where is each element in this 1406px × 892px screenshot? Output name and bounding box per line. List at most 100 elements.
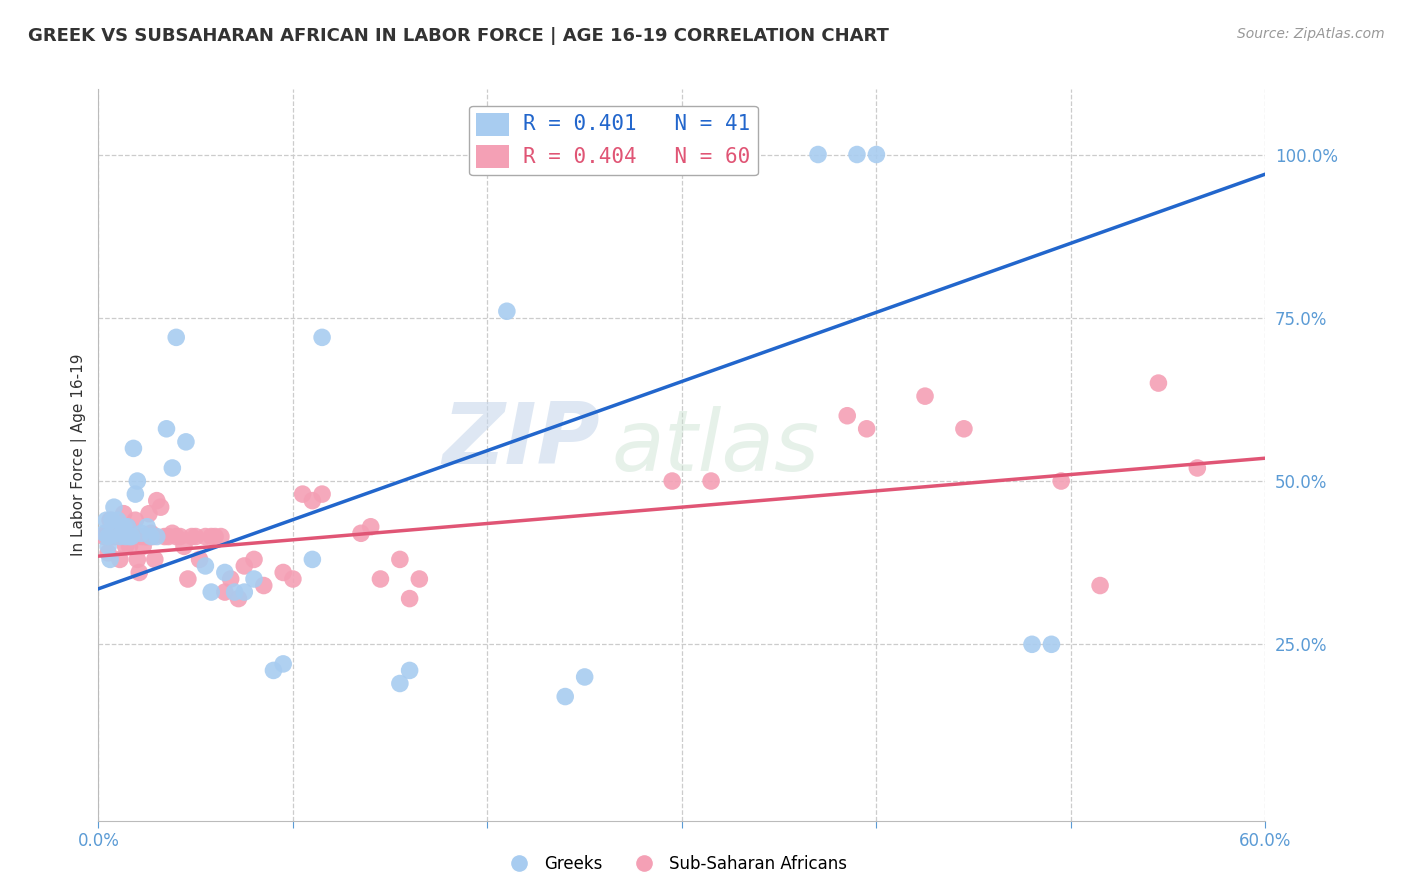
Point [139,530,162,544]
Point [243,572,266,586]
Point [96,513,118,527]
Point [214,585,236,599]
Point [204,530,226,544]
Point [173,539,195,553]
Point [153,530,176,544]
Point [224,585,246,599]
Point [681,147,703,161]
Point [134,530,156,544]
Point [165,530,187,544]
Point [136,530,159,544]
Point [661,474,683,488]
Point [165,330,187,344]
Point [243,552,266,566]
Point [515,147,537,161]
Point [661,147,683,161]
Point [129,526,152,541]
Point [200,530,222,544]
Point [184,530,207,544]
Point [865,147,887,161]
Point [122,530,145,544]
Point [112,520,135,534]
Point [98,552,121,566]
Point [398,591,420,606]
Point [291,487,314,501]
Point [139,526,162,541]
Point [114,539,136,553]
Point [301,493,323,508]
Point [200,585,222,599]
Point [554,147,576,161]
Y-axis label: In Labor Force | Age 16-19: In Labor Force | Age 16-19 [72,353,87,557]
Text: Source: ZipAtlas.com: Source: ZipAtlas.com [1237,27,1385,41]
Point [233,558,256,573]
Point [155,422,177,436]
Point [1021,637,1043,651]
Point [107,520,129,534]
Point [107,513,129,527]
Point [209,530,232,544]
Point [108,530,131,544]
Legend: Greeks, Sub-Saharan Africans: Greeks, Sub-Saharan Africans [496,848,853,880]
Point [98,513,121,527]
Point [219,572,242,586]
Point [162,526,184,541]
Point [118,530,141,544]
Point [837,409,859,423]
Point [117,520,139,534]
Point [162,461,184,475]
Point [118,539,141,553]
Point [142,530,165,544]
Text: GREEK VS SUBSAHARAN AFRICAN IN LABOR FORCE | AGE 16-19 CORRELATION CHART: GREEK VS SUBSAHARAN AFRICAN IN LABOR FOR… [28,27,889,45]
Point [281,572,304,586]
Point [111,526,134,541]
Point [117,520,139,534]
Point [127,552,149,566]
Point [214,566,236,580]
Point [194,558,217,573]
Point [132,539,155,553]
Point [574,670,596,684]
Point [114,530,136,544]
Point [174,434,197,449]
Point [97,546,120,560]
Point [398,664,420,678]
Point [360,520,382,534]
Point [104,526,127,541]
Point [97,539,120,553]
Point [101,513,124,527]
Point [388,676,411,690]
Point [253,578,276,592]
Point [180,530,202,544]
Point [311,330,333,344]
Point [388,552,411,566]
Point [495,304,517,318]
Point [311,487,333,501]
Point [953,422,976,436]
Point [96,526,118,541]
Point [149,500,172,515]
Point [370,572,392,586]
Point [157,530,180,544]
Point [350,526,373,541]
Point [301,552,323,566]
Point [121,530,143,544]
Point [233,585,256,599]
Point [127,474,149,488]
Point [129,530,152,544]
Point [1050,474,1073,488]
Point [194,530,217,544]
Point [104,530,127,544]
Point [146,493,169,508]
Point [914,389,936,403]
Point [1187,461,1209,475]
Point [146,530,169,544]
Point [143,552,166,566]
Point [855,422,877,436]
Point [101,530,124,544]
Point [103,500,125,515]
Point [111,530,134,544]
Point [93,530,115,544]
Point [1147,376,1170,390]
Point [177,572,200,586]
